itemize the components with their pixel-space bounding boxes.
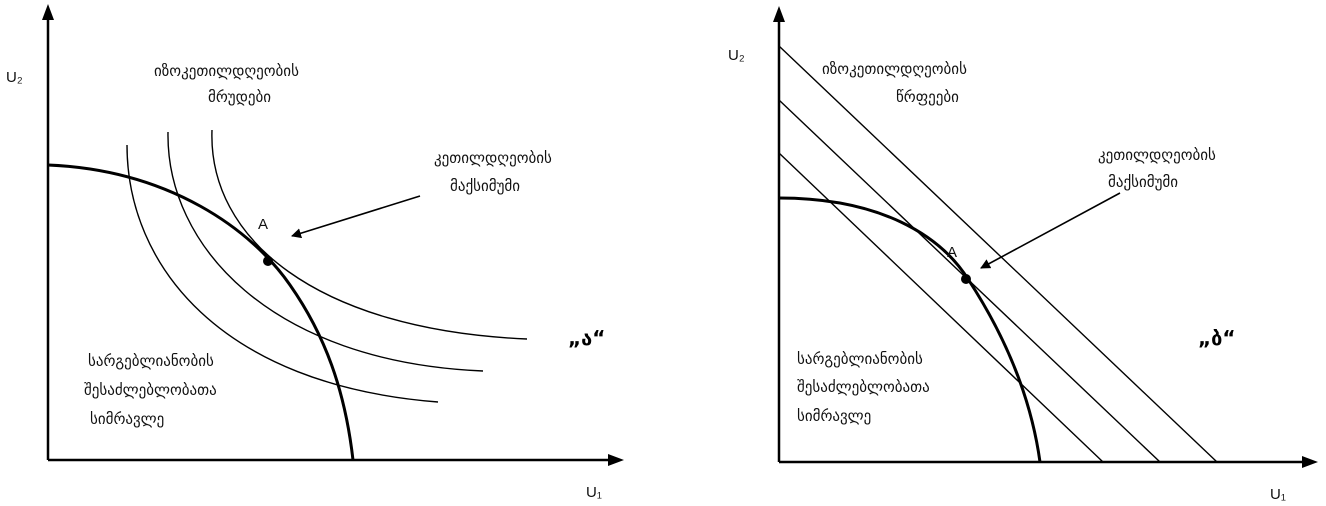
max-arrow-a [291, 195, 421, 239]
point-a-marker [263, 256, 273, 266]
set-label-line3-b: სიმრავლე [797, 407, 871, 425]
panel-tag-b: „ბ“ [1198, 326, 1236, 350]
utility-frontier-a [47, 163, 355, 461]
y-axis-arrow-a [42, 4, 54, 20]
max-label-line2-a: მაქსიმუმი [450, 177, 520, 195]
iso-welfare-curve-2 [167, 131, 484, 372]
curves-label-line1-b: იზოკეთილდღეობის [822, 60, 967, 78]
set-label-line2-a: შესაძლებლობათა [84, 381, 217, 399]
max-label-line1-a: კეთილდღეობის [434, 149, 552, 167]
max-arrow-b [980, 192, 1121, 269]
iso-welfare-line-1 [778, 152, 1104, 463]
panel-b: U₂ U₁ A იზოკეთილდღეობის წრფეები კეთილდღე… [728, 6, 1318, 503]
panel-a: U₂ U₁ A იზოკეთილდღეობის მრუდები კეთილდღე… [6, 4, 624, 501]
point-b-label: A [947, 244, 957, 261]
y-axis-label-a: U₂ [6, 69, 23, 86]
x-axis-arrow-a [608, 454, 624, 466]
iso-welfare-line-3 [778, 45, 1218, 463]
set-label-line1-b: სარგებლიანობის [797, 350, 923, 368]
set-label-line2-b: შესაძლებლობათა [797, 378, 930, 396]
y-axis-arrow-b [773, 6, 785, 22]
max-label-line1-b: კეთილდღეობის [1098, 146, 1216, 164]
curves-label-line1-a: იზოკეთილდღეობის [154, 62, 299, 80]
set-label-line1-a: სარგებლიანობის [88, 352, 214, 370]
iso-welfare-curve-1 [126, 144, 439, 403]
x-axis-arrow-b [1302, 456, 1318, 468]
x-axis-label-a: U₁ [586, 484, 602, 501]
curves-label-line2-b: წრფეები [896, 88, 959, 106]
y-axis-label-b: U₂ [728, 47, 745, 64]
curves-label-line2-a: მრუდები [208, 88, 271, 106]
point-a-label: A [258, 216, 268, 233]
set-label-line3-a: სიმრავლე [90, 410, 164, 428]
x-axis-label-b: U₁ [1270, 486, 1286, 503]
iso-welfare-curve-3 [211, 129, 528, 340]
max-label-line2-b: მაქსიმუმი [1108, 173, 1178, 191]
point-b-marker [961, 274, 971, 284]
panel-tag-a: „ა“ [568, 326, 605, 350]
